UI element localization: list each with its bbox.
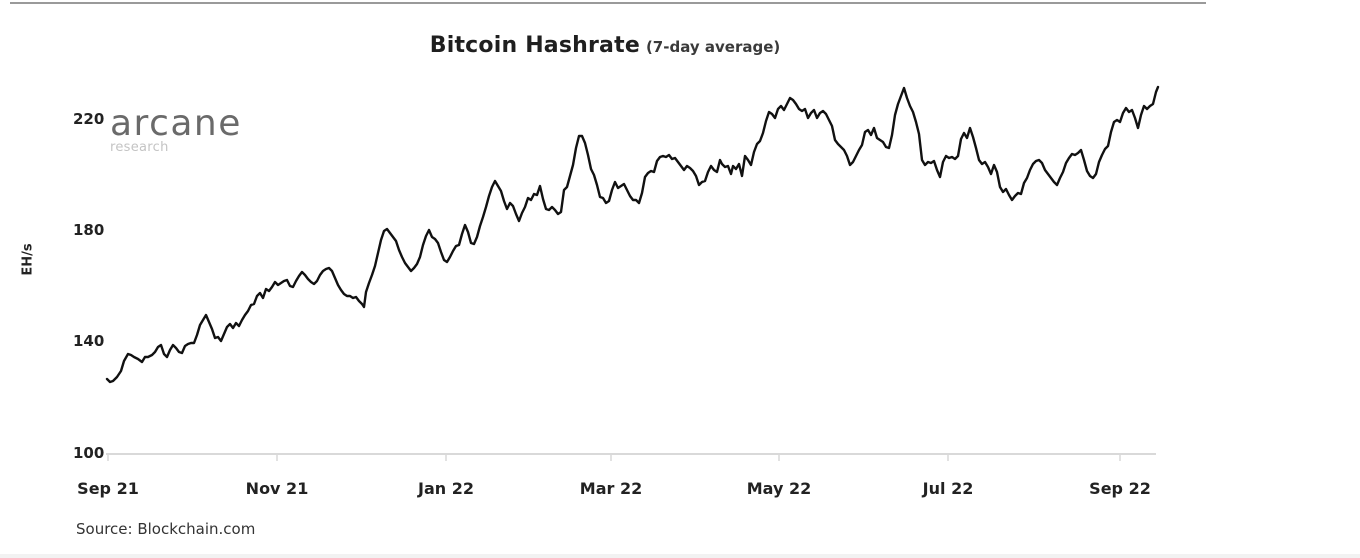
hashrate-line [105,85,1160,384]
x-tick-may-22: May 22 [746,479,812,498]
x-tick-jan-22: Jan 22 [418,479,474,498]
logo-tagline: research [110,140,169,155]
bottom-border [0,554,1360,558]
logo-name: arcane [110,103,242,144]
y-tick-140: 140 [73,332,105,350]
x-tick-nov-21: Nov 21 [245,479,309,498]
x-axis-ticks [107,454,1121,461]
y-tick-220: 220 [73,110,105,128]
source-note: Source: Blockchain.com [76,520,256,538]
x-tick-sep-22: Sep 22 [1089,479,1151,498]
x-tick-sep-21: Sep 21 [77,479,139,498]
x-tick-jul-22: Jul 22 [922,479,974,498]
arcane-logo: arcane research [110,103,242,156]
chart-title: Bitcoin Hashrate (7-day average) [0,33,1210,58]
y-tick-180: 180 [73,221,105,239]
chart-title-main: Bitcoin Hashrate [429,33,640,58]
y-tick-100: 100 [73,444,105,462]
chart-subtitle: (7-day average) [645,38,781,56]
x-tick-mar-22: Mar 22 [579,479,643,498]
top-border [10,2,1206,4]
